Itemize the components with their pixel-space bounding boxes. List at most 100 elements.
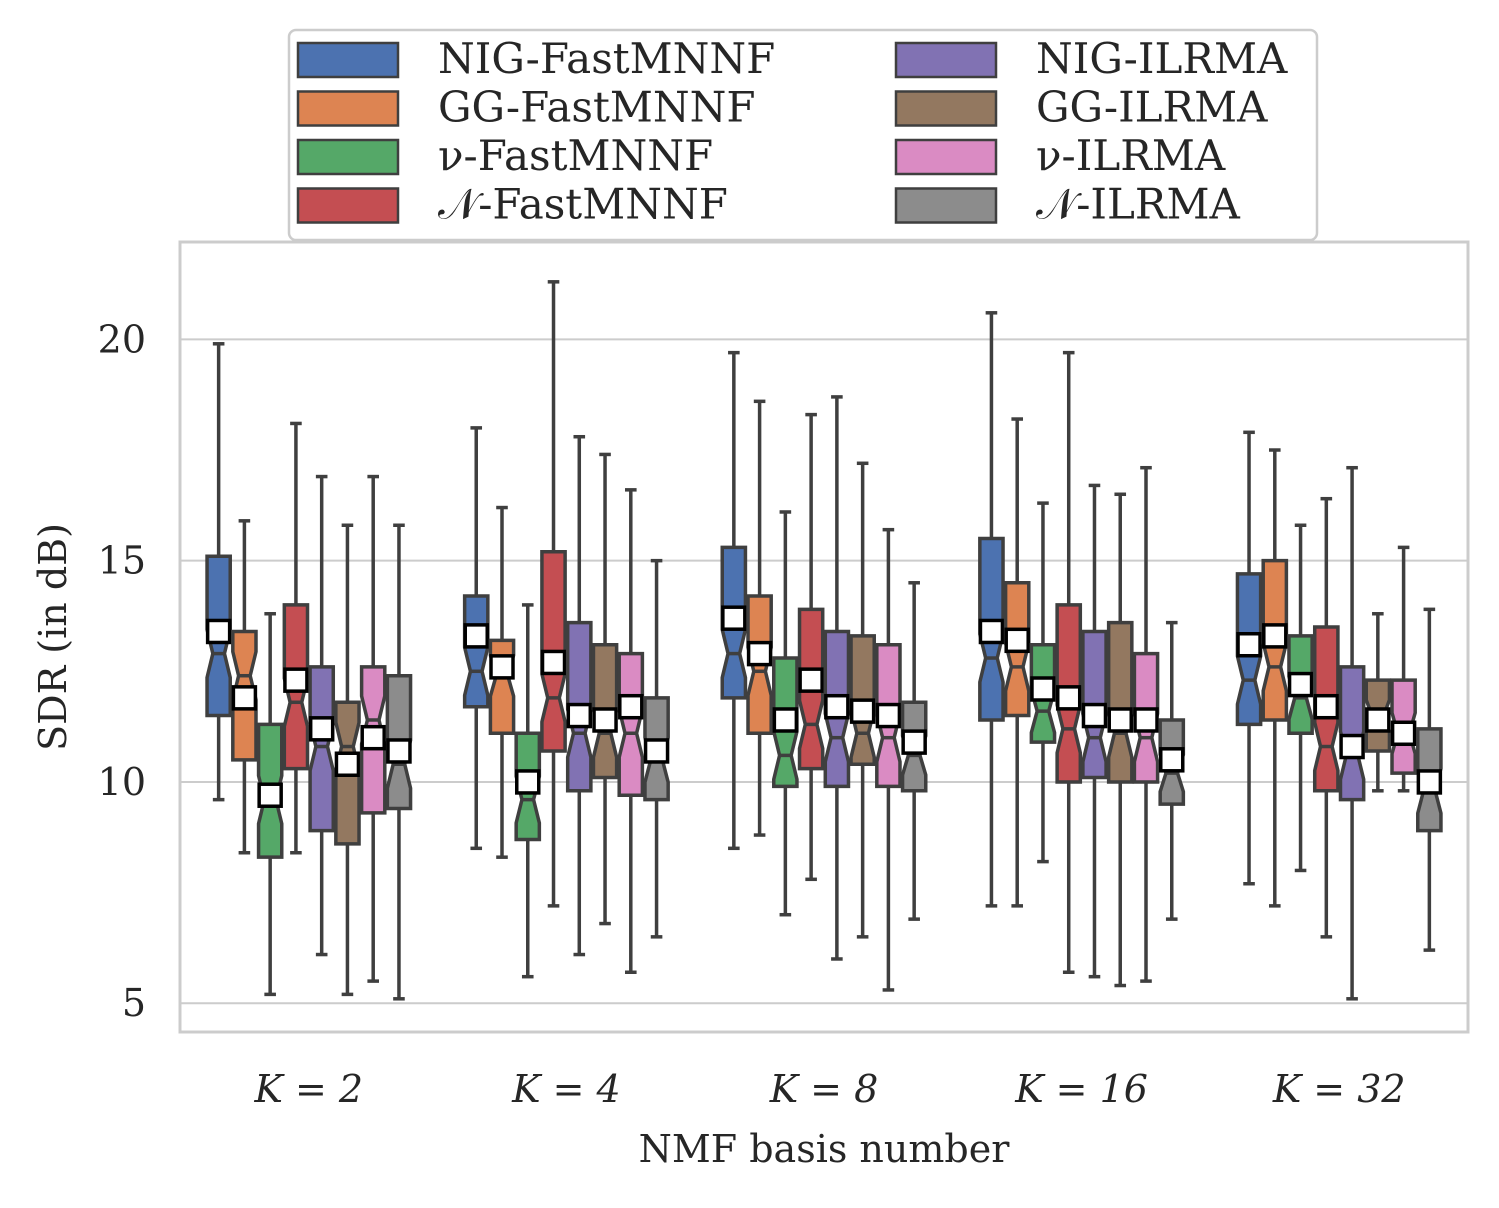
box-group (643, 558, 670, 939)
box (462, 594, 490, 709)
mean-marker (205, 618, 232, 645)
mean-marker (515, 769, 541, 795)
legend-label: GG-FastMNNF (438, 83, 755, 132)
mean-marker (386, 738, 412, 764)
mean-marker (1313, 693, 1340, 720)
mean-marker (308, 716, 335, 742)
legend-label: 𝒩-ILRMA (1036, 180, 1241, 229)
mean-marker (1236, 631, 1262, 658)
mean-marker (566, 702, 593, 729)
legend-label: ν-ILRMA (1036, 131, 1226, 180)
legend-label: 𝒩-FastMNNF (438, 180, 728, 229)
mean-marker (798, 667, 824, 693)
box-group (617, 488, 645, 975)
box-group (1029, 501, 1057, 864)
mean-marker (1055, 685, 1082, 711)
mean-marker (901, 729, 927, 755)
mean-marker (643, 738, 670, 764)
mean-marker (1133, 707, 1159, 733)
box (617, 651, 645, 797)
legend-swatch (894, 138, 998, 176)
mean-marker (489, 654, 515, 680)
mean-marker (540, 649, 567, 676)
mean-marker (618, 693, 644, 720)
y-tick-label: 5 (122, 981, 146, 1025)
mean-marker (1030, 676, 1056, 702)
legend-label: GG-ILRMA (1036, 83, 1268, 132)
y-tick-label: 15 (98, 539, 146, 583)
box-group (1003, 417, 1031, 908)
box-group (1338, 465, 1366, 1001)
box-group (1364, 612, 1392, 793)
mean-marker (283, 667, 309, 693)
box-group (1081, 483, 1108, 979)
legend-swatch (296, 138, 400, 176)
box (1338, 665, 1366, 802)
box-group (849, 461, 876, 939)
y-tick-labels: 5 10 15 20 (98, 317, 146, 1025)
plot-frame (178, 240, 1470, 1034)
mean-marker (849, 698, 876, 724)
y-tick-label: 10 (98, 760, 146, 804)
legend-label: ν-FastMNNF (438, 131, 713, 180)
x-axis-label: NMF basis number (639, 1127, 1011, 1171)
box-group (720, 350, 748, 851)
legend-swatch (296, 187, 400, 224)
x-tick-label: K = 8 (769, 1067, 879, 1111)
box-group (282, 421, 310, 855)
mean-marker (257, 782, 283, 808)
x-tick-labels: K = 2 K = 4 K = 8 K = 16 K = 32 (254, 1067, 1406, 1111)
mean-marker (1416, 769, 1443, 795)
box-group (1261, 448, 1289, 908)
box-group (462, 426, 490, 851)
box-group (256, 612, 284, 997)
box-group (746, 399, 773, 837)
box-group (1287, 523, 1314, 873)
box-group (540, 280, 567, 908)
mean-marker (463, 623, 489, 649)
box-group (205, 342, 232, 802)
mean-marker (360, 724, 386, 751)
box-group (1416, 607, 1443, 952)
box (1106, 620, 1134, 784)
x-tick-label: K = 2 (254, 1067, 364, 1111)
box-group (231, 519, 258, 855)
box (308, 665, 336, 833)
legend-label: NIG-ILRMA (1036, 34, 1288, 83)
box-group (1235, 430, 1263, 886)
mean-marker (1390, 720, 1417, 747)
mean-marker (1339, 733, 1365, 760)
box-group (591, 452, 619, 926)
x-tick-label: K = 16 (1014, 1067, 1148, 1111)
box-group (875, 527, 902, 992)
mean-marker (824, 693, 850, 720)
box-group (308, 474, 336, 957)
box-group (1132, 465, 1160, 983)
mean-marker (1107, 707, 1133, 733)
box-group (1055, 350, 1083, 975)
box-group (1106, 492, 1134, 988)
mean-marker (1287, 671, 1314, 698)
mean-marker (1081, 702, 1108, 729)
box-group (772, 510, 799, 917)
mean-marker (1004, 627, 1030, 654)
mean-marker (1159, 747, 1185, 773)
y-axis-label: SDR (in dB) (31, 523, 75, 751)
box-group (1158, 620, 1186, 921)
box-group (823, 395, 851, 961)
legend-frame (287, 28, 1319, 242)
box-group (385, 523, 413, 1001)
box-group (334, 523, 361, 997)
mean-marker (772, 707, 799, 733)
mean-marker (721, 605, 747, 631)
legend-label: NIG-FastMNNF (438, 34, 775, 83)
mean-marker (1365, 707, 1391, 733)
box-group (978, 311, 1005, 908)
x-tick-label: K = 32 (1272, 1067, 1406, 1111)
legend-swatch (894, 90, 998, 127)
mean-marker (334, 751, 361, 777)
box-group (1390, 545, 1417, 793)
box-layer (205, 280, 1443, 1001)
legend: NIG-FastMNNFGG-FastMNNFν-FastMNNF𝒩-FastM… (287, 28, 1319, 242)
mean-marker (592, 707, 618, 733)
